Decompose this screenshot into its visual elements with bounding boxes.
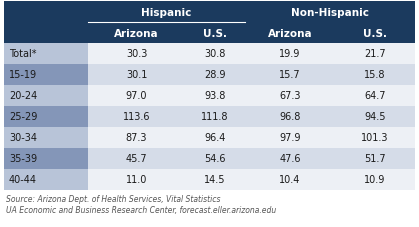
Text: 20-24: 20-24 — [9, 91, 37, 101]
Bar — [335, 148, 415, 169]
Text: 28.9: 28.9 — [204, 70, 226, 80]
Text: 113.6: 113.6 — [123, 112, 150, 122]
Bar — [245, 148, 335, 169]
Bar — [88, 127, 185, 148]
Text: 21.7: 21.7 — [364, 49, 386, 59]
Bar — [88, 169, 185, 190]
Text: 15.8: 15.8 — [364, 70, 386, 80]
Text: 35-39: 35-39 — [9, 154, 37, 164]
Bar — [4, 106, 88, 127]
Bar — [245, 65, 335, 86]
Text: Non-Hispanic: Non-Hispanic — [291, 8, 369, 18]
Bar — [88, 2, 245, 24]
Bar — [245, 86, 335, 106]
Text: 47.6: 47.6 — [279, 154, 301, 164]
Text: U.S.: U.S. — [203, 29, 227, 39]
Text: 111.8: 111.8 — [201, 112, 229, 122]
Bar — [4, 148, 88, 169]
Text: 97.9: 97.9 — [279, 133, 301, 143]
Text: 93.8: 93.8 — [204, 91, 226, 101]
Bar — [4, 2, 88, 24]
Text: Arizona: Arizona — [268, 29, 312, 39]
Bar — [185, 106, 245, 127]
Bar — [185, 148, 245, 169]
Text: 96.8: 96.8 — [279, 112, 301, 122]
Text: 54.6: 54.6 — [204, 154, 226, 164]
Bar — [185, 65, 245, 86]
Bar — [245, 44, 335, 65]
Text: 96.4: 96.4 — [204, 133, 226, 143]
Bar — [335, 86, 415, 106]
Text: 25-29: 25-29 — [9, 112, 37, 122]
Text: 15.7: 15.7 — [279, 70, 301, 80]
Bar — [245, 24, 335, 44]
Text: Source: Arizona Dept. of Health Services, Vital Statistics: Source: Arizona Dept. of Health Services… — [6, 194, 220, 203]
Bar — [4, 44, 88, 65]
Text: 11.0: 11.0 — [126, 175, 147, 185]
Bar — [88, 86, 185, 106]
Text: 67.3: 67.3 — [279, 91, 301, 101]
Text: UA Economic and Business Research Center, forecast.eller.arizona.edu: UA Economic and Business Research Center… — [6, 205, 276, 214]
Text: 101.3: 101.3 — [361, 133, 389, 143]
Bar — [88, 148, 185, 169]
Bar — [4, 86, 88, 106]
Bar — [88, 44, 185, 65]
Bar — [4, 169, 88, 190]
Bar — [245, 106, 335, 127]
Text: 64.7: 64.7 — [364, 91, 386, 101]
Text: Hispanic: Hispanic — [141, 8, 191, 18]
Bar — [185, 24, 245, 44]
Text: 19.9: 19.9 — [279, 49, 301, 59]
Text: 10.4: 10.4 — [279, 175, 301, 185]
Text: 15-19: 15-19 — [9, 70, 37, 80]
Bar — [185, 86, 245, 106]
Text: Total*: Total* — [9, 49, 36, 59]
Bar — [245, 169, 335, 190]
Text: 30-34: 30-34 — [9, 133, 37, 143]
Text: 45.7: 45.7 — [126, 154, 147, 164]
Bar — [335, 127, 415, 148]
Text: 94.5: 94.5 — [364, 112, 386, 122]
Text: 30.3: 30.3 — [126, 49, 147, 59]
Bar — [88, 65, 185, 86]
Text: 14.5: 14.5 — [204, 175, 226, 185]
Bar — [88, 24, 185, 44]
Bar — [245, 127, 335, 148]
Bar — [4, 24, 88, 44]
Bar — [335, 169, 415, 190]
Text: 40-44: 40-44 — [9, 175, 37, 185]
Text: 87.3: 87.3 — [126, 133, 147, 143]
Text: 97.0: 97.0 — [126, 91, 147, 101]
Bar — [335, 44, 415, 65]
Text: U.S.: U.S. — [363, 29, 387, 39]
Bar — [185, 127, 245, 148]
Bar — [245, 2, 415, 24]
Text: 51.7: 51.7 — [364, 154, 386, 164]
Bar — [185, 44, 245, 65]
Text: 30.1: 30.1 — [126, 70, 147, 80]
Bar — [335, 24, 415, 44]
Text: Arizona: Arizona — [114, 29, 159, 39]
Bar — [185, 169, 245, 190]
Bar — [4, 65, 88, 86]
Bar — [335, 65, 415, 86]
Bar — [335, 106, 415, 127]
Text: 30.8: 30.8 — [204, 49, 226, 59]
Bar — [4, 127, 88, 148]
Bar — [88, 106, 185, 127]
Text: 10.9: 10.9 — [364, 175, 385, 185]
